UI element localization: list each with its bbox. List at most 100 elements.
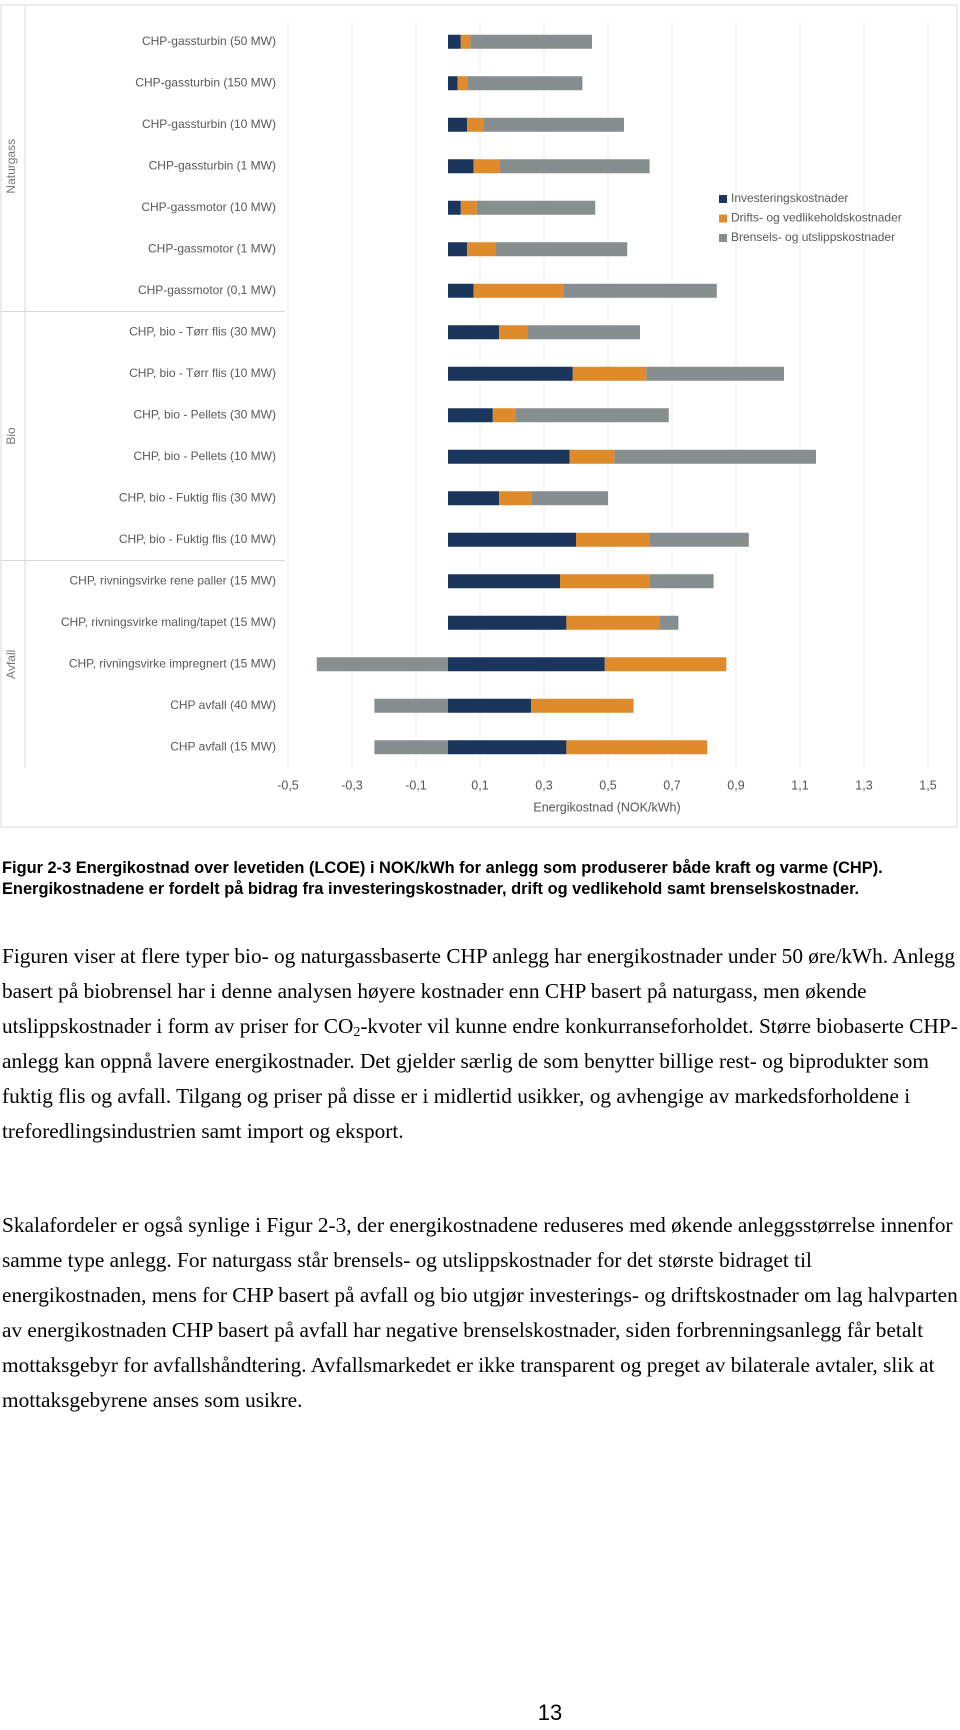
bar-segment — [448, 159, 474, 174]
bar-segment — [448, 34, 461, 49]
bar-segment — [460, 200, 477, 215]
bar-segment — [499, 491, 532, 506]
x-tick-label: 1,3 — [855, 778, 872, 792]
bar-segment — [457, 76, 468, 91]
legend-label: Brensels- og utslippskostnader — [731, 230, 895, 244]
bar-segment — [492, 408, 516, 423]
bar-segment — [614, 449, 816, 464]
bar-segment — [448, 449, 570, 464]
bar-segment — [649, 574, 714, 589]
x-tick-label: 0,5 — [599, 778, 616, 792]
text: -kvoter vil kunne endre konkurranseforho… — [2, 1014, 958, 1143]
bar-segment — [496, 242, 628, 257]
x-tick-label: -0,1 — [405, 778, 427, 792]
bar-segment — [460, 34, 471, 49]
bar-segment — [604, 657, 727, 672]
x-tick-label: 0,9 — [727, 778, 744, 792]
bar-segment — [499, 159, 650, 174]
y-tick-label: CHP, bio - Tørr flis (30 MW) — [129, 324, 276, 338]
y-tick-label: CHP-gassmotor (0,1 MW) — [138, 283, 276, 297]
x-tick-label: 0,7 — [663, 778, 680, 792]
bar-segment — [448, 740, 567, 755]
x-tick-label: 0,3 — [535, 778, 552, 792]
y-tick-label: CHP avfall (40 MW) — [170, 698, 276, 712]
bar-segment — [448, 408, 493, 423]
bar-segment — [448, 532, 576, 547]
bar-segment — [476, 200, 596, 215]
bar-segment — [473, 159, 500, 174]
group-label: Naturgass — [4, 139, 18, 194]
bar-segment — [569, 449, 615, 464]
y-tick-label: CHP-gassmotor (10 MW) — [141, 200, 276, 214]
y-tick-label: CHP, bio - Fuktig flis (10 MW) — [119, 532, 276, 546]
y-tick-label: CHP, rivningsvirke maling/tapet (15 MW) — [61, 615, 276, 629]
y-tick-label: CHP, rivningsvirke impregnert (15 MW) — [69, 656, 276, 670]
bar-segment — [473, 283, 564, 298]
bar-segment — [448, 366, 573, 381]
x-tick-label: 1,5 — [919, 778, 936, 792]
bar-segment — [448, 657, 605, 672]
bar-segment — [448, 698, 532, 713]
x-tick-label: -0,3 — [341, 778, 363, 792]
bar-segment — [467, 242, 496, 257]
bar-segment — [316, 657, 448, 672]
bar-segment — [448, 117, 468, 132]
y-tick-label: CHP, bio - Tørr flis (10 MW) — [129, 366, 276, 380]
legend-swatch — [719, 234, 727, 242]
page-number: 13 — [537, 1700, 563, 1725]
bar-segment — [448, 242, 468, 257]
bar-segment — [448, 325, 500, 340]
bar-segment — [470, 34, 592, 49]
bar-segment — [483, 117, 624, 132]
figure: Energikostnad (NOK/kWh) -0,5 -0,3 -0,1 0,1 0… — [0, 4, 958, 828]
bar-segment — [576, 532, 650, 547]
bar-segment — [448, 574, 560, 589]
bar-segment — [649, 532, 749, 547]
bar-segment — [563, 283, 717, 298]
bar-segment — [515, 408, 669, 423]
bar-segment — [467, 117, 484, 132]
subscript: 2 — [353, 1025, 361, 1040]
x-tick-label: -0,5 — [277, 778, 299, 792]
y-tick-label: CHP, bio - Fuktig flis (30 MW) — [119, 490, 276, 504]
text: Figuren viser at flere typer bio- og nat… — [2, 944, 955, 1038]
bar-segment — [448, 491, 500, 506]
y-tick-label: CHP-gassturbin (10 MW) — [142, 117, 276, 131]
bar-segment — [467, 76, 583, 91]
bar-segment — [646, 366, 784, 381]
group-label: Avfall — [4, 650, 18, 679]
bar-segment — [560, 574, 650, 589]
legend-label: Drifts- og vedlikeholdskostnader — [731, 211, 902, 225]
legend-label: Investeringskostnader — [731, 191, 848, 205]
bar-segment — [499, 325, 528, 340]
legend-swatch — [719, 214, 727, 223]
y-tick-label: CHP-gassmotor (1 MW) — [148, 241, 276, 255]
bar-segment — [374, 740, 448, 755]
x-axis-title: Energikostnad (NOK/kWh) — [533, 800, 680, 814]
bar-segment — [572, 366, 647, 381]
figure-caption: Figur 2-3 Energikostnad over levetiden (… — [2, 859, 883, 898]
bar-segment — [659, 615, 679, 630]
bar-segment — [448, 615, 567, 630]
x-tick-label: 1,1 — [791, 778, 808, 792]
bar-segment — [566, 615, 660, 630]
y-tick-label: CHP, bio - Pellets (30 MW) — [134, 407, 276, 421]
bar-segment — [531, 698, 634, 713]
y-tick-label: CHP, rivningsvirke rene paller (15 MW) — [69, 573, 276, 587]
bar-segment — [566, 740, 708, 755]
bar-segment — [374, 698, 448, 713]
x-tick-label: 0,1 — [471, 778, 488, 792]
bar-segment — [448, 200, 461, 215]
y-tick-label: CHP, bio - Pellets (10 MW) — [134, 449, 276, 463]
y-tick-label: CHP-gassturbin (50 MW) — [142, 34, 276, 48]
legend-swatch — [719, 195, 727, 203]
bar-segment — [528, 325, 640, 340]
y-tick-label: CHP-gassturbin (150 MW) — [135, 75, 276, 89]
bar-segment — [448, 283, 474, 298]
paragraph: Figuren viser at flere typer bio- og nat… — [2, 939, 958, 1149]
bar-segment — [448, 76, 458, 91]
bar-segment — [531, 491, 608, 506]
paragraph: Skalafordeler er også synlige i Figur 2-… — [2, 1213, 958, 1412]
y-tick-label: CHP-gassturbin (1 MW) — [149, 158, 276, 172]
